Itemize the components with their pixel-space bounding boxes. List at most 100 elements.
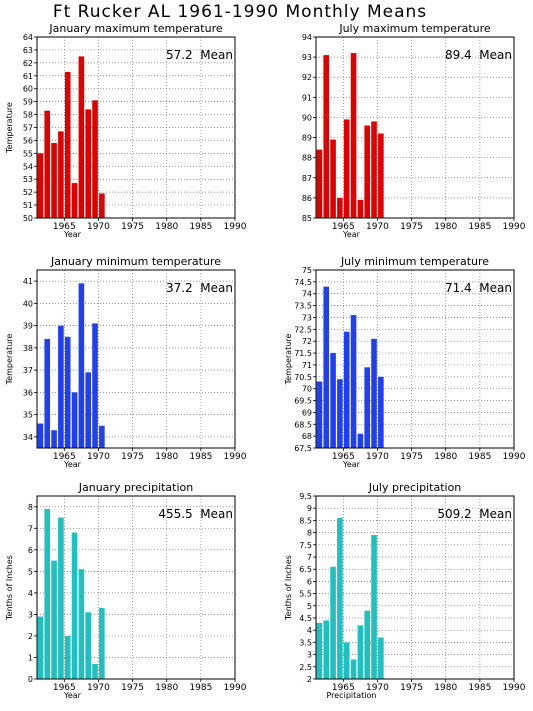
y-tick-label: 34 (23, 433, 33, 442)
bar (78, 283, 85, 448)
mean-annotation: 71.4 Mean (445, 281, 512, 295)
y-tick-label: 8.5 (299, 516, 312, 525)
x-tick-label: 1970 (366, 452, 389, 462)
x-axis-label: Precipitation (326, 691, 376, 700)
x-tick-label: 1975 (400, 222, 423, 232)
bar (357, 625, 364, 679)
y-tick-label: 60 (23, 85, 33, 94)
x-tick-label: 1990 (503, 222, 526, 232)
y-tick-label: 3.5 (299, 638, 312, 647)
x-tick-label: 1970 (87, 222, 110, 232)
bar (78, 56, 85, 219)
x-tick-label: 1975 (121, 683, 144, 693)
y-tick-label: 4.5 (299, 614, 312, 623)
y-tick-label: 63 (23, 46, 33, 55)
x-tick-label: 1965 (332, 222, 355, 232)
bar (364, 610, 371, 679)
y-tick-label: 94 (302, 33, 312, 42)
y-tick-label: 55 (23, 149, 33, 158)
x-axis-label: Year (342, 460, 361, 469)
x-tick-label: 1990 (503, 683, 526, 693)
y-tick-label: 93 (302, 53, 312, 62)
y-tick-label: 69 (302, 408, 312, 417)
y-tick-label: 5.5 (299, 590, 312, 599)
bar (323, 55, 330, 218)
y-tick-label: 5 (307, 602, 312, 611)
bar (37, 616, 44, 679)
plot-frame (36, 269, 236, 449)
y-axis-label: Temperature (284, 334, 293, 386)
bar (378, 637, 384, 679)
page-title: Ft Rucker AL 1961-1990 Monthly Means (52, 2, 428, 22)
plot-frame (315, 269, 515, 449)
chart-title: July minimum temperature (340, 255, 489, 268)
y-tick-label: 75 (302, 266, 312, 275)
y-tick-label: 4 (28, 589, 33, 598)
y-tick-label: 92 (302, 73, 312, 82)
y-tick-label: 6 (28, 546, 33, 555)
x-tick-label: 1975 (121, 452, 144, 462)
y-tick-label: 62 (23, 59, 33, 68)
y-tick-label: 88 (302, 154, 312, 163)
bar (337, 379, 343, 448)
bar (357, 199, 364, 218)
x-tick-label: 1980 (434, 452, 457, 462)
chart-title: January maximum temperature (48, 22, 222, 35)
y-tick-label: 90 (302, 113, 312, 122)
bar (357, 433, 364, 448)
y-tick-label: 7 (28, 524, 33, 533)
y-tick-label: 74.5 (294, 278, 312, 287)
y-tick-label: 73.5 (294, 302, 312, 311)
x-tick-label: 1970 (87, 683, 110, 693)
plot-frame (315, 495, 515, 680)
y-tick-label: 0 (28, 675, 33, 684)
x-tick-label: 1990 (224, 683, 247, 693)
bar (364, 125, 371, 218)
bar (343, 642, 350, 679)
bar (364, 367, 371, 448)
bar (85, 109, 92, 218)
x-tick-label: 1970 (366, 683, 389, 693)
bar (58, 325, 64, 448)
x-tick-label: 1965 (332, 452, 355, 462)
bar (64, 635, 71, 679)
bar (58, 131, 64, 218)
y-tick-label: 2 (28, 632, 33, 641)
y-axis-label: Temperature (5, 334, 14, 386)
y-tick-label: 85 (302, 214, 312, 223)
y-tick-label: 2.5 (299, 663, 312, 672)
mean-annotation: 89.4 Mean (445, 48, 512, 62)
x-tick-label: 1980 (155, 452, 178, 462)
bar (71, 532, 78, 679)
y-tick-label: 53 (23, 175, 33, 184)
x-axis-label: Year (63, 230, 82, 239)
y-tick-label: 72 (302, 337, 312, 346)
bar (71, 392, 78, 448)
bar (316, 149, 323, 218)
y-tick-label: 9 (307, 504, 312, 513)
x-tick-label: 1975 (400, 683, 423, 693)
y-tick-label: 54 (23, 162, 33, 171)
bar (37, 423, 44, 448)
y-tick-label: 72.5 (294, 325, 312, 334)
x-tick-label: 1980 (155, 683, 178, 693)
y-tick-label: 36 (23, 388, 33, 397)
x-tick-label: 1970 (87, 452, 110, 462)
y-tick-label: 70 (302, 385, 312, 394)
y-tick-label: 40 (23, 299, 33, 308)
x-tick-label: 1990 (224, 222, 247, 232)
bar (44, 508, 51, 679)
bar (350, 659, 357, 679)
mean-annotation: 455.5 Mean (158, 507, 233, 521)
x-tick-label: 1965 (332, 683, 355, 693)
y-tick-label: 7.5 (299, 541, 312, 550)
bar (337, 517, 343, 679)
bar (78, 569, 85, 679)
y-tick-label: 51 (23, 201, 33, 210)
y-tick-label: 37 (23, 366, 33, 375)
bar (64, 71, 71, 219)
y-tick-label: 64 (23, 33, 33, 42)
